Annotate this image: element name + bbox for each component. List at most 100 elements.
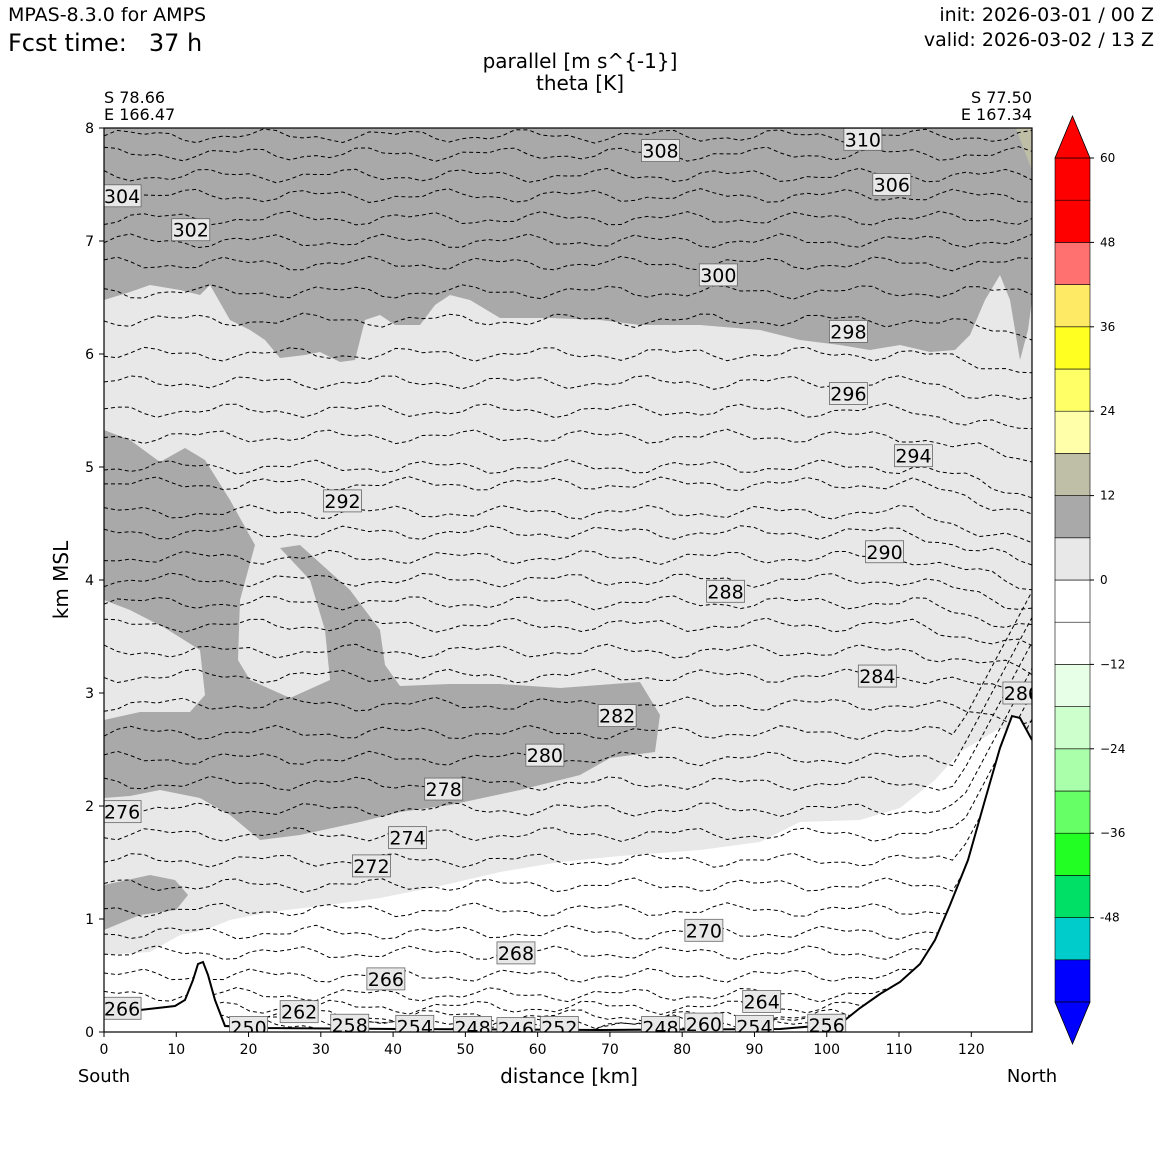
x-tick-label: 0: [100, 1042, 109, 1058]
colorbar-segment: [1054, 326, 1091, 370]
y-tick-label: 0: [85, 1025, 94, 1041]
plot-area: 310 308 306 304 302 300 298 296 294 292 290 288 286 2…: [104, 128, 1032, 1041]
y-tick-label: 3: [85, 686, 94, 702]
contour-label-text: 268: [498, 943, 534, 965]
contour-label-box: [807, 1013, 847, 1032]
model-title: MPAS-8.3.0 for AMPS: [8, 4, 207, 26]
colorbar-segment: [1054, 790, 1091, 834]
theta-contour-line: [104, 617, 1032, 767]
theta-contour-labels: 310 308 306 304 302 300 298 296 294 292 290 288 286 2…: [104, 128, 1032, 1041]
colorbar-segment: [1054, 284, 1091, 328]
theta-contour-line: [104, 525, 1032, 566]
colorbar-segment: [1054, 495, 1091, 539]
contour-label-box: [894, 444, 933, 468]
contour-label-box: [104, 800, 142, 824]
contour-label-text: 248: [642, 1017, 678, 1039]
y-tick-label: 8: [85, 121, 94, 137]
colorbar-tick-label: 60: [1100, 151, 1115, 165]
theta-contour-line: [104, 476, 1032, 515]
init-time: init: 2026-03-01 / 00 Z: [939, 4, 1154, 26]
theta-contour-line: [104, 591, 1032, 741]
contour-label: 264: [742, 990, 782, 1013]
theta-contour-line: [104, 945, 1032, 961]
theta-contour-line: [104, 210, 1032, 226]
colorbar-segment: [1054, 410, 1091, 454]
contour-label-text: 278: [426, 779, 462, 801]
fill-band-dark-middle: [104, 430, 660, 840]
x-tick-label: 50: [456, 1042, 474, 1058]
contour-label-text: 254: [736, 1016, 772, 1038]
contour-label: 270: [684, 918, 724, 942]
fill-band-white: [104, 728, 1032, 1032]
chart-title-fill-field: parallel [m s^{-1}]: [482, 49, 678, 73]
contour-label-text: 292: [324, 491, 360, 513]
contour-label-text: 266: [368, 969, 404, 991]
theta-contour-line: [104, 572, 1032, 610]
x-tick-label: 90: [746, 1042, 764, 1058]
contour-label-box: [104, 996, 142, 1020]
contour-label-box: [525, 743, 565, 767]
left-endpoint: S 78.66 E 166.47: [104, 89, 175, 123]
contour-label-text: 250: [230, 1017, 266, 1039]
contour-label-box: [735, 1014, 774, 1032]
contour-label-box: [279, 1000, 319, 1024]
theta-contour-line: [104, 375, 1032, 400]
colorbar-tick-label: 48: [1100, 235, 1115, 249]
contour-label-box: [229, 1016, 268, 1032]
contour-label: 288: [706, 579, 745, 603]
contour-label-text: 258: [332, 1015, 368, 1037]
x-tick-label: 20: [240, 1042, 258, 1058]
theta-contour-line: [104, 718, 1032, 869]
contour-label: 248: [453, 1016, 492, 1032]
valid-time: valid: 2026-03-02 / 13 Z: [923, 29, 1154, 51]
colorbar-tick-label: 24: [1100, 404, 1115, 418]
forecast-time-value: 37 h: [148, 29, 203, 57]
x-tick-label: 40: [384, 1042, 402, 1058]
theta-contour-line: [104, 768, 1032, 918]
right-endpoint: S 77.50 E 167.34: [961, 89, 1032, 123]
right-endpoint-lat: S 77.50: [970, 88, 1032, 107]
contour-label-text: 274: [389, 828, 425, 850]
colorbar: -48 −36 −24 −12 0 12 24 36 48 60: [1054, 114, 1125, 1046]
contour-label-text: 310: [845, 129, 881, 151]
contour-label-text: 246: [498, 1019, 534, 1041]
contour-label: 308: [641, 139, 680, 163]
contour-label-text: 260: [686, 1014, 722, 1036]
contour-label-box: [857, 664, 897, 688]
theta-contour-line: [104, 346, 1032, 374]
colorbar-segment: [1054, 621, 1091, 665]
theta-contour-line: [104, 617, 1032, 646]
theta-contour-line: [104, 743, 1032, 893]
contour-label-text: 280: [527, 745, 563, 767]
contour-label-text: 296: [830, 384, 866, 406]
contour-label-text: 284: [859, 666, 895, 688]
contour-label-text: 282: [599, 706, 635, 728]
y-tick-label: 5: [85, 460, 94, 476]
theta-contour-line: [104, 642, 1032, 792]
colorbar-segment: [1054, 453, 1091, 496]
theta-contour-line: [104, 312, 1032, 341]
colorbar-tick-label: 12: [1100, 489, 1115, 503]
y-axis: 0 1 2 3 4 5 6 7 8: [85, 121, 104, 1041]
contour-label: 274: [388, 826, 427, 850]
colorbar-segment: [1054, 368, 1091, 412]
contour-label-box: [171, 218, 211, 242]
contour-label-text: 302: [173, 220, 209, 242]
contour-label: 276: [104, 800, 142, 824]
contour-label-box: [829, 319, 868, 343]
contour-label: 258: [330, 1013, 370, 1037]
contour-label: 282: [597, 704, 637, 728]
contour-label-text: 288: [707, 581, 743, 603]
x-axis: 0 10 20 30 40 50 60 70 80 90 100 110 120: [100, 1032, 985, 1058]
contour-label: 262: [279, 1000, 319, 1024]
x-tick-label: 80: [673, 1042, 691, 1058]
colorbar-tick-label: −12: [1100, 657, 1125, 671]
y-tick-label: 2: [85, 799, 94, 815]
contour-label-box: [323, 489, 362, 513]
left-endpoint-lon: E 166.47: [104, 105, 176, 124]
theta-contour-line: [104, 233, 1032, 249]
contour-label: 246: [496, 1017, 536, 1041]
contour-label-box: [539, 1016, 579, 1032]
colorbar-segment: [1054, 157, 1091, 201]
